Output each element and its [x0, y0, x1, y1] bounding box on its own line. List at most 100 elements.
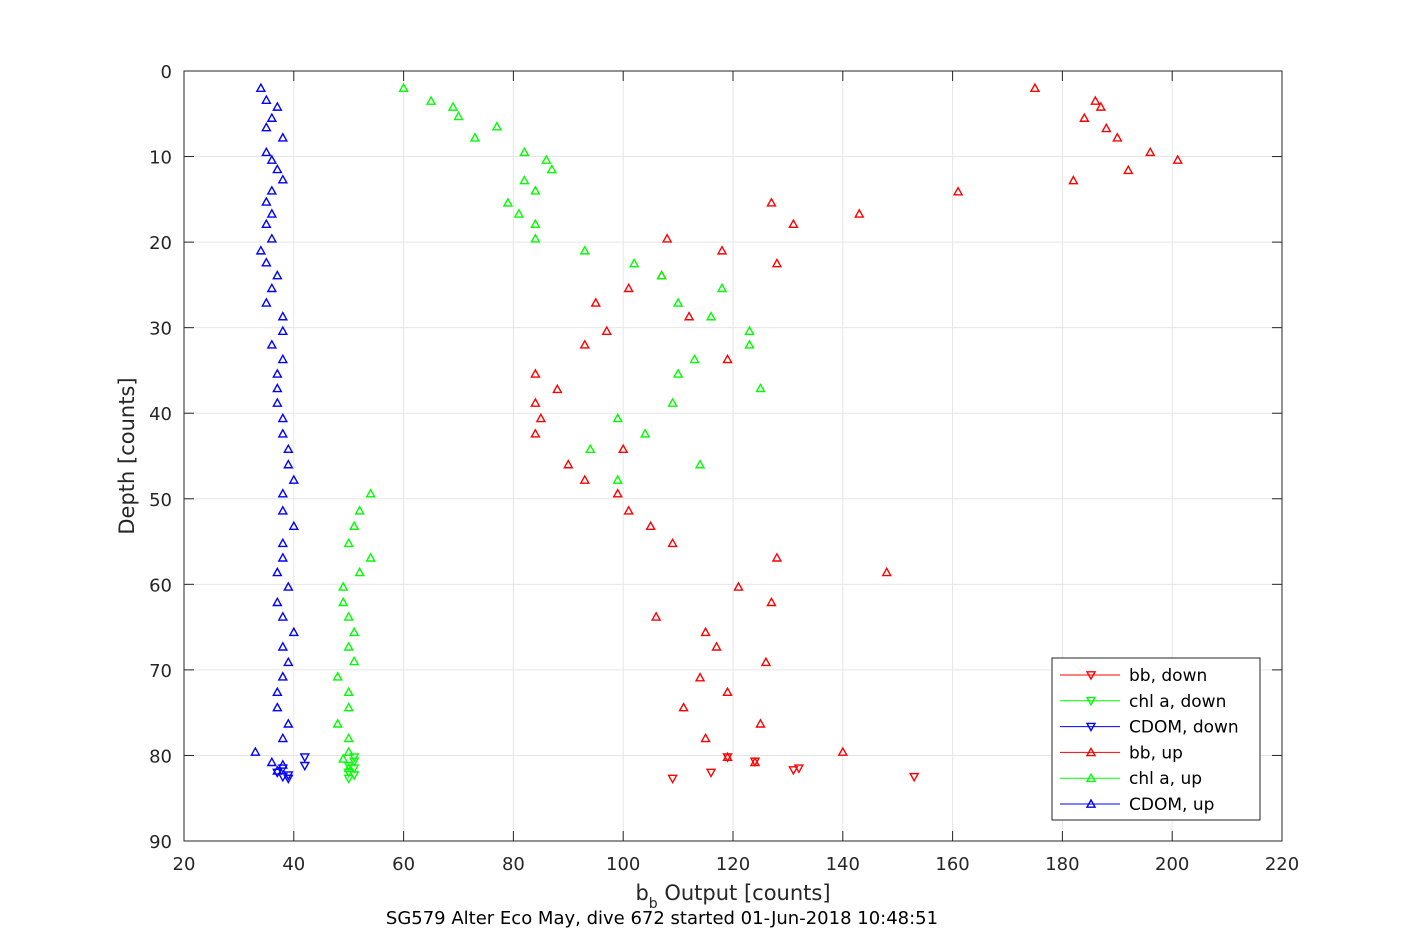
- data-point-cdom-down: [299, 761, 310, 772]
- data-point-cdom-up: [272, 566, 283, 577]
- data-point-chl-a-up: [689, 353, 700, 364]
- data-point-cdom-up: [277, 311, 289, 321]
- data-point-chl-a-up: [519, 175, 530, 185]
- data-point-bb-up: [788, 218, 799, 229]
- data-point-bb-up: [601, 325, 612, 335]
- y-tick-label: 40: [149, 404, 172, 425]
- data-point-chl-a-up: [398, 82, 409, 93]
- data-point-cdom-up: [277, 505, 289, 515]
- data-point-cdom-up: [272, 765, 283, 775]
- data-point-chl-a-up: [332, 718, 343, 728]
- series-bb-up: [530, 82, 1183, 767]
- series-cdom-up: [250, 82, 299, 775]
- data-point-bb-up: [881, 566, 892, 577]
- data-point-cdom-up: [283, 718, 294, 728]
- data-point-cdom-up: [261, 257, 272, 267]
- data-point-cdom-up: [277, 428, 289, 438]
- data-point-cdom-up: [272, 101, 283, 111]
- data-point-cdom-up: [277, 611, 289, 621]
- data-point-cdom-up: [261, 122, 272, 132]
- data-point-cdom-up: [283, 459, 294, 469]
- data-point-cdom-up: [266, 185, 278, 195]
- data-point-chl-a-up: [354, 505, 365, 515]
- data-point-cdom-up: [288, 474, 299, 484]
- y-tick-label: 90: [149, 832, 172, 853]
- legend-entry-label: chl a, down: [1129, 692, 1226, 712]
- data-point-bb-up: [661, 233, 673, 243]
- y-tick-label: 80: [149, 746, 172, 767]
- data-point-bb-up: [1090, 95, 1101, 105]
- data-point-cdom-up: [266, 282, 278, 293]
- x-tick-label: 40: [282, 854, 305, 875]
- legend-marker: [1085, 746, 1097, 757]
- data-point-chl-a-up: [365, 552, 376, 562]
- data-point-bb-down: [788, 766, 799, 776]
- data-point-chl-a-up: [338, 753, 349, 763]
- data-point-bb-up: [535, 412, 547, 423]
- data-point-chl-a-up: [628, 258, 640, 268]
- data-point-chl-a-up: [513, 208, 525, 218]
- x-tick-label: 180: [1045, 854, 1079, 875]
- data-point-cdom-up: [277, 132, 289, 142]
- data-point-cdom-down: [283, 774, 294, 784]
- series-cdom-down: [272, 753, 310, 784]
- data-point-chl-a-up: [349, 655, 360, 666]
- x-axis-label-suffix: Output [counts]: [658, 881, 831, 905]
- data-point-bb-down: [667, 774, 678, 784]
- data-point-bb-up: [1068, 175, 1079, 185]
- data-point-bb-up: [623, 505, 634, 515]
- x-tick-label: 120: [716, 854, 750, 875]
- data-point-chl-a-up: [338, 581, 349, 591]
- data-point-bb-up: [694, 672, 706, 682]
- data-point-chl-a-down: [343, 774, 354, 784]
- data-point-chl-a-up: [530, 218, 541, 229]
- data-point-bb-up: [590, 297, 601, 307]
- data-point-cdom-up: [261, 218, 272, 229]
- y-tick-label: 60: [149, 575, 172, 596]
- data-point-chl-a-up: [716, 282, 728, 293]
- data-point-bb-up: [650, 611, 662, 621]
- data-point-cdom-up: [277, 732, 289, 743]
- data-point-bb-up: [667, 537, 678, 548]
- data-point-bb-up: [552, 383, 563, 394]
- series-chl-a-up: [332, 82, 766, 773]
- data-point-cdom-up: [277, 412, 289, 423]
- data-point-cdom-up: [272, 382, 283, 393]
- data-point-cdom-up: [288, 520, 299, 531]
- data-point-bb-up: [579, 339, 590, 349]
- data-point-bb-up: [749, 756, 761, 767]
- data-point-chl-a-up: [343, 686, 354, 697]
- data-point-bb-up: [711, 641, 722, 651]
- data-point-bb-up: [722, 353, 733, 364]
- data-point-cdom-up: [250, 746, 261, 756]
- data-point-cdom-up: [272, 368, 283, 378]
- data-point-bb-up: [683, 311, 695, 321]
- data-point-chl-a-up: [343, 732, 354, 743]
- data-point-chl-a-up: [354, 566, 365, 577]
- data-point-bb-up: [1029, 82, 1041, 93]
- data-point-chl-a-up: [469, 132, 481, 142]
- data-point-cdom-up: [277, 759, 289, 769]
- data-point-bb-up: [771, 258, 783, 268]
- data-point-bb-up: [755, 718, 766, 728]
- data-point-chl-a-up: [672, 368, 684, 378]
- data-point-chl-a-up: [519, 146, 530, 157]
- data-point-chl-a-up: [349, 626, 360, 637]
- data-point-bb-up: [530, 368, 541, 378]
- data-point-bb-up: [716, 245, 728, 255]
- data-point-bb-up: [530, 397, 541, 407]
- x-axis-label-main: b: [635, 881, 648, 905]
- data-point-cdom-up: [277, 641, 289, 651]
- data-point-bb-up: [733, 581, 744, 591]
- data-point-chl-a-up: [667, 397, 678, 407]
- data-point-chl-a-up: [612, 412, 623, 423]
- y-axis-ticks: 0 10 20 30 40 50 60 70 80 90: [149, 62, 1282, 853]
- data-point-chl-a-up: [491, 121, 503, 131]
- data-point-chl-a-up: [502, 197, 514, 207]
- data-point-cdom-up: [266, 756, 278, 767]
- x-tick-label: 80: [502, 854, 525, 875]
- data-point-bb-up: [678, 702, 689, 712]
- data-point-bb-up: [771, 552, 783, 562]
- data-point-chl-a-up: [343, 537, 354, 548]
